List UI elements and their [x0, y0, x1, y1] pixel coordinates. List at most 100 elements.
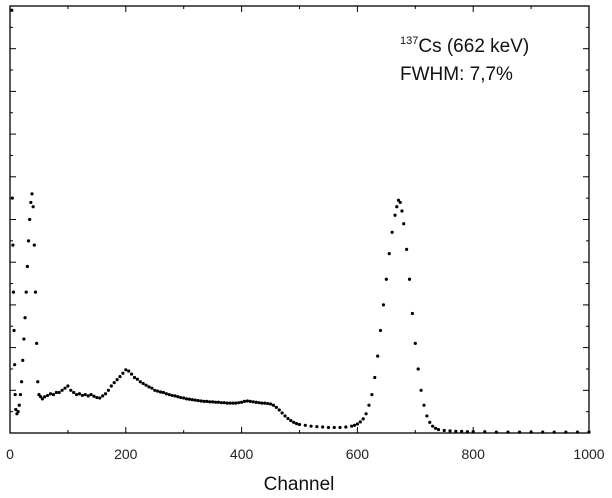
x-tick-label-0: 0: [6, 446, 14, 462]
data-point: [138, 380, 142, 384]
data-point: [22, 337, 26, 341]
data-point: [196, 398, 200, 403]
data-point: [260, 401, 264, 405]
data-point: [106, 388, 111, 392]
data-point: [121, 371, 125, 375]
data-point: [18, 392, 23, 397]
data-point: [390, 230, 394, 234]
data-point: [422, 403, 426, 407]
data-point: [109, 384, 113, 388]
data-point: [92, 394, 96, 398]
data-point: [280, 411, 284, 415]
data-point: [211, 400, 215, 404]
data-point: [413, 341, 417, 345]
data-point: [66, 384, 70, 388]
data-point: [46, 393, 50, 398]
data-point: [48, 392, 53, 396]
data-point: [483, 430, 487, 434]
data-point: [248, 399, 252, 403]
data-point: [564, 430, 568, 434]
data-point: [309, 424, 313, 428]
data-point: [471, 430, 475, 434]
data-point: [205, 399, 209, 403]
data-point: [222, 401, 226, 405]
data-point: [254, 400, 258, 404]
data-point: [25, 264, 29, 269]
data-point: [26, 239, 31, 243]
data-point: [147, 385, 151, 389]
x-tick-label-400: 400: [230, 446, 254, 462]
data-point: [179, 395, 183, 400]
data-point: [338, 425, 342, 430]
data-point: [43, 395, 47, 399]
data-point: [112, 381, 116, 385]
data-point: [393, 213, 397, 217]
data-point: [184, 397, 189, 401]
data-point: [454, 429, 458, 433]
isotope-mass-number: 137: [400, 35, 418, 47]
data-point: [10, 196, 14, 200]
data-point: [587, 430, 591, 434]
data-point: [315, 425, 319, 429]
data-point: [465, 430, 470, 434]
data-point: [494, 430, 498, 434]
data-point: [54, 390, 58, 395]
data-point: [153, 388, 157, 392]
data-point: [398, 200, 402, 205]
data-point: [367, 403, 371, 407]
data-point: [158, 390, 163, 394]
data-point: [74, 392, 79, 397]
data-point: [21, 358, 25, 363]
data-point: [517, 430, 522, 434]
data-point: [141, 381, 145, 386]
data-point: [407, 277, 412, 281]
data-point: [30, 192, 34, 196]
data-point: [228, 401, 232, 405]
data-point: [344, 425, 348, 429]
data-point: [29, 200, 33, 205]
data-point: [101, 394, 105, 398]
data-point: [402, 222, 406, 226]
data-point: [77, 392, 82, 396]
data-point: [448, 429, 452, 433]
data-point: [277, 408, 281, 412]
data-point: [425, 414, 429, 418]
data-point: [95, 395, 99, 400]
data-point: [156, 389, 160, 393]
data-point: [245, 399, 249, 403]
data-point: [129, 372, 134, 376]
data-point: [378, 328, 383, 333]
data-point: [231, 401, 235, 405]
data-point: [266, 401, 270, 406]
data-point: [216, 400, 221, 404]
x-axis-title: Channel: [264, 474, 335, 495]
data-point: [410, 311, 414, 316]
fwhm-annotation: FWHM: 7,7%: [400, 64, 513, 85]
data-point: [263, 401, 267, 405]
data-point: [271, 403, 276, 407]
data-point: [89, 392, 93, 397]
data-point: [11, 290, 16, 294]
data-point: [225, 401, 229, 405]
data-point: [433, 426, 438, 430]
x-axis-tick-labels: 0 200 400 600 800 1000: [6, 446, 605, 462]
data-point: [39, 395, 43, 399]
data-point: [14, 407, 18, 412]
data-point: [10, 8, 14, 12]
data-point: [352, 423, 357, 427]
data-point: [72, 390, 76, 395]
data-point: [274, 405, 278, 409]
data-point: [83, 392, 87, 397]
data-point: [12, 328, 16, 333]
data-points: [10, 8, 591, 434]
isotope-annotation: 137Cs (662 keV): [400, 35, 529, 57]
data-point: [164, 392, 168, 396]
data-point: [373, 375, 377, 380]
data-point: [57, 390, 61, 395]
data-point: [387, 252, 391, 256]
data-point: [416, 367, 420, 371]
isotope-label: Cs (662 keV): [418, 36, 529, 57]
data-point: [103, 392, 108, 396]
data-point: [33, 290, 38, 294]
